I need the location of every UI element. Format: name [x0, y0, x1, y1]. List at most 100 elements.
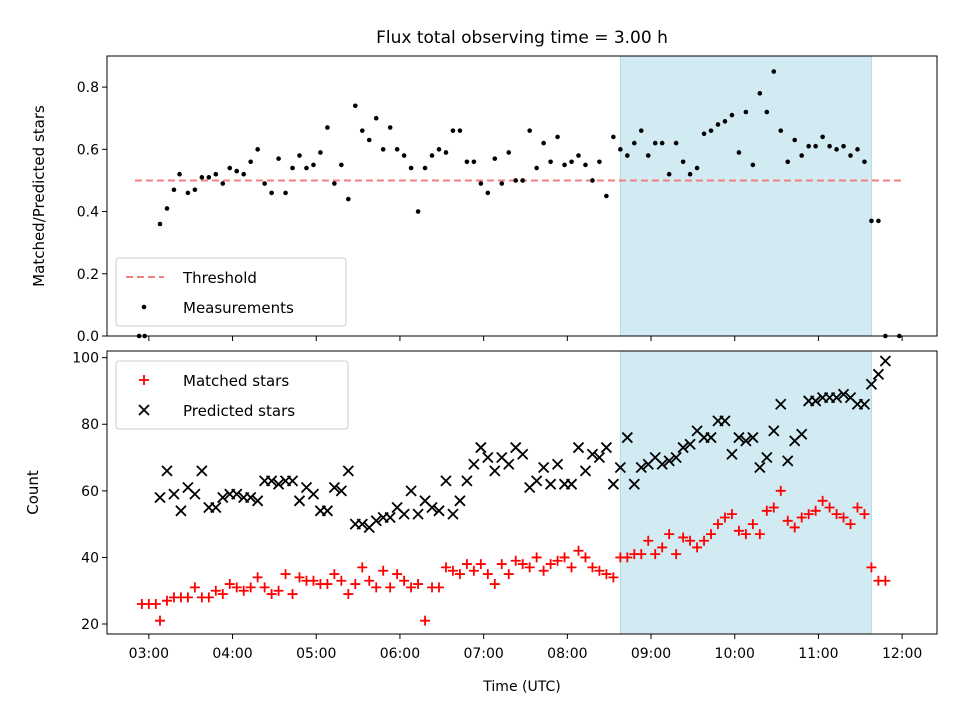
- data-point: [297, 153, 302, 158]
- matched-point: [155, 615, 166, 626]
- predicted-point: [370, 515, 382, 527]
- predicted-point: [872, 368, 885, 380]
- data-point: [220, 181, 226, 186]
- matched-point: [308, 575, 319, 586]
- predicted-point: [858, 398, 871, 410]
- predicted-point: [600, 441, 613, 454]
- x-tick-label: 03:00: [129, 646, 169, 662]
- data-point: [429, 153, 435, 158]
- predicted-point: [656, 458, 668, 470]
- data-point: [262, 181, 267, 186]
- predicted-point: [572, 441, 585, 454]
- matched-point: [468, 565, 479, 576]
- y-tick-label: 60: [81, 484, 99, 500]
- matched-point: [231, 582, 242, 593]
- data-point: [757, 91, 763, 96]
- matched-point: [685, 535, 696, 546]
- legend-marker: [139, 375, 149, 385]
- predicted-point: [426, 501, 438, 514]
- data-point: [771, 69, 777, 74]
- matched-point: [608, 572, 619, 583]
- predicted-point: [286, 475, 299, 487]
- predicted-point: [733, 431, 745, 444]
- predicted-point: [440, 475, 452, 487]
- matched-point: [706, 529, 717, 540]
- matched-point: [280, 569, 291, 580]
- data-point: [548, 159, 553, 165]
- x-tick-label: 09:00: [631, 646, 671, 662]
- data-point: [192, 187, 198, 193]
- y-tick-label: 100: [72, 351, 99, 367]
- predicted-point: [775, 398, 787, 410]
- data-point: [541, 140, 546, 146]
- matched-point: [203, 592, 214, 603]
- matched-point: [719, 512, 730, 523]
- y-axis-label: Matched/Predicted stars: [30, 105, 48, 287]
- predicted-point: [531, 475, 543, 487]
- matched-point: [622, 552, 633, 563]
- data-point: [227, 165, 233, 171]
- y-tick-label: 0.8: [77, 80, 99, 96]
- data-point: [841, 143, 846, 149]
- data-point: [269, 190, 274, 196]
- data-point: [234, 168, 240, 174]
- matched-point: [357, 562, 368, 573]
- matched-point: [712, 519, 723, 530]
- matched-point: [489, 579, 500, 590]
- data-point: [164, 206, 170, 211]
- matched-point: [761, 505, 772, 516]
- predicted-point: [565, 478, 578, 490]
- matched-point: [322, 579, 333, 590]
- matched-point: [859, 509, 870, 520]
- data-point: [304, 165, 309, 171]
- predicted-point: [810, 395, 822, 407]
- data-point: [457, 128, 463, 133]
- matched-point: [217, 589, 228, 600]
- predicted-point: [503, 458, 515, 470]
- matched-point: [273, 585, 284, 596]
- data-point: [380, 147, 386, 152]
- predicted-point: [719, 415, 731, 427]
- predicted-point: [663, 455, 675, 467]
- data-point: [422, 165, 428, 171]
- matched-point: [287, 589, 298, 600]
- data-point: [666, 171, 672, 177]
- y-tick-label: 0.0: [77, 329, 99, 345]
- data-point: [311, 162, 316, 168]
- x-tick-label: 10:00: [715, 646, 755, 662]
- data-point: [625, 153, 630, 158]
- x-tick-label: 05:00: [296, 646, 336, 662]
- data-point: [485, 190, 491, 196]
- legend-label: Threshold: [182, 269, 257, 287]
- predicted-point: [579, 465, 592, 477]
- data-point: [694, 165, 700, 171]
- data-point: [631, 140, 637, 146]
- matched-point: [692, 542, 703, 553]
- matched-point: [189, 582, 200, 593]
- data-point: [708, 128, 714, 133]
- matched-point: [510, 555, 521, 566]
- data-point: [401, 153, 407, 158]
- matched-point: [552, 555, 563, 566]
- matched-point: [238, 585, 249, 596]
- predicted-point: [293, 495, 306, 507]
- predicted-point: [252, 495, 264, 507]
- data-point: [339, 162, 344, 168]
- matched-point: [810, 505, 821, 516]
- data-point: [318, 150, 323, 155]
- legend-label: Matched stars: [183, 372, 289, 390]
- data-point: [687, 171, 693, 177]
- predicted-point: [405, 485, 417, 497]
- data-point: [520, 178, 525, 183]
- data-point: [332, 181, 337, 186]
- matched-point: [664, 529, 675, 540]
- data-point: [597, 159, 602, 165]
- data-point: [177, 171, 182, 177]
- matched-point: [726, 509, 737, 520]
- data-point: [701, 131, 707, 137]
- data-point: [387, 125, 393, 130]
- data-point: [576, 153, 581, 158]
- y-tick-label: 40: [81, 550, 99, 566]
- legend-label: Predicted stars: [183, 402, 295, 420]
- legend-label: Measurements: [183, 299, 294, 317]
